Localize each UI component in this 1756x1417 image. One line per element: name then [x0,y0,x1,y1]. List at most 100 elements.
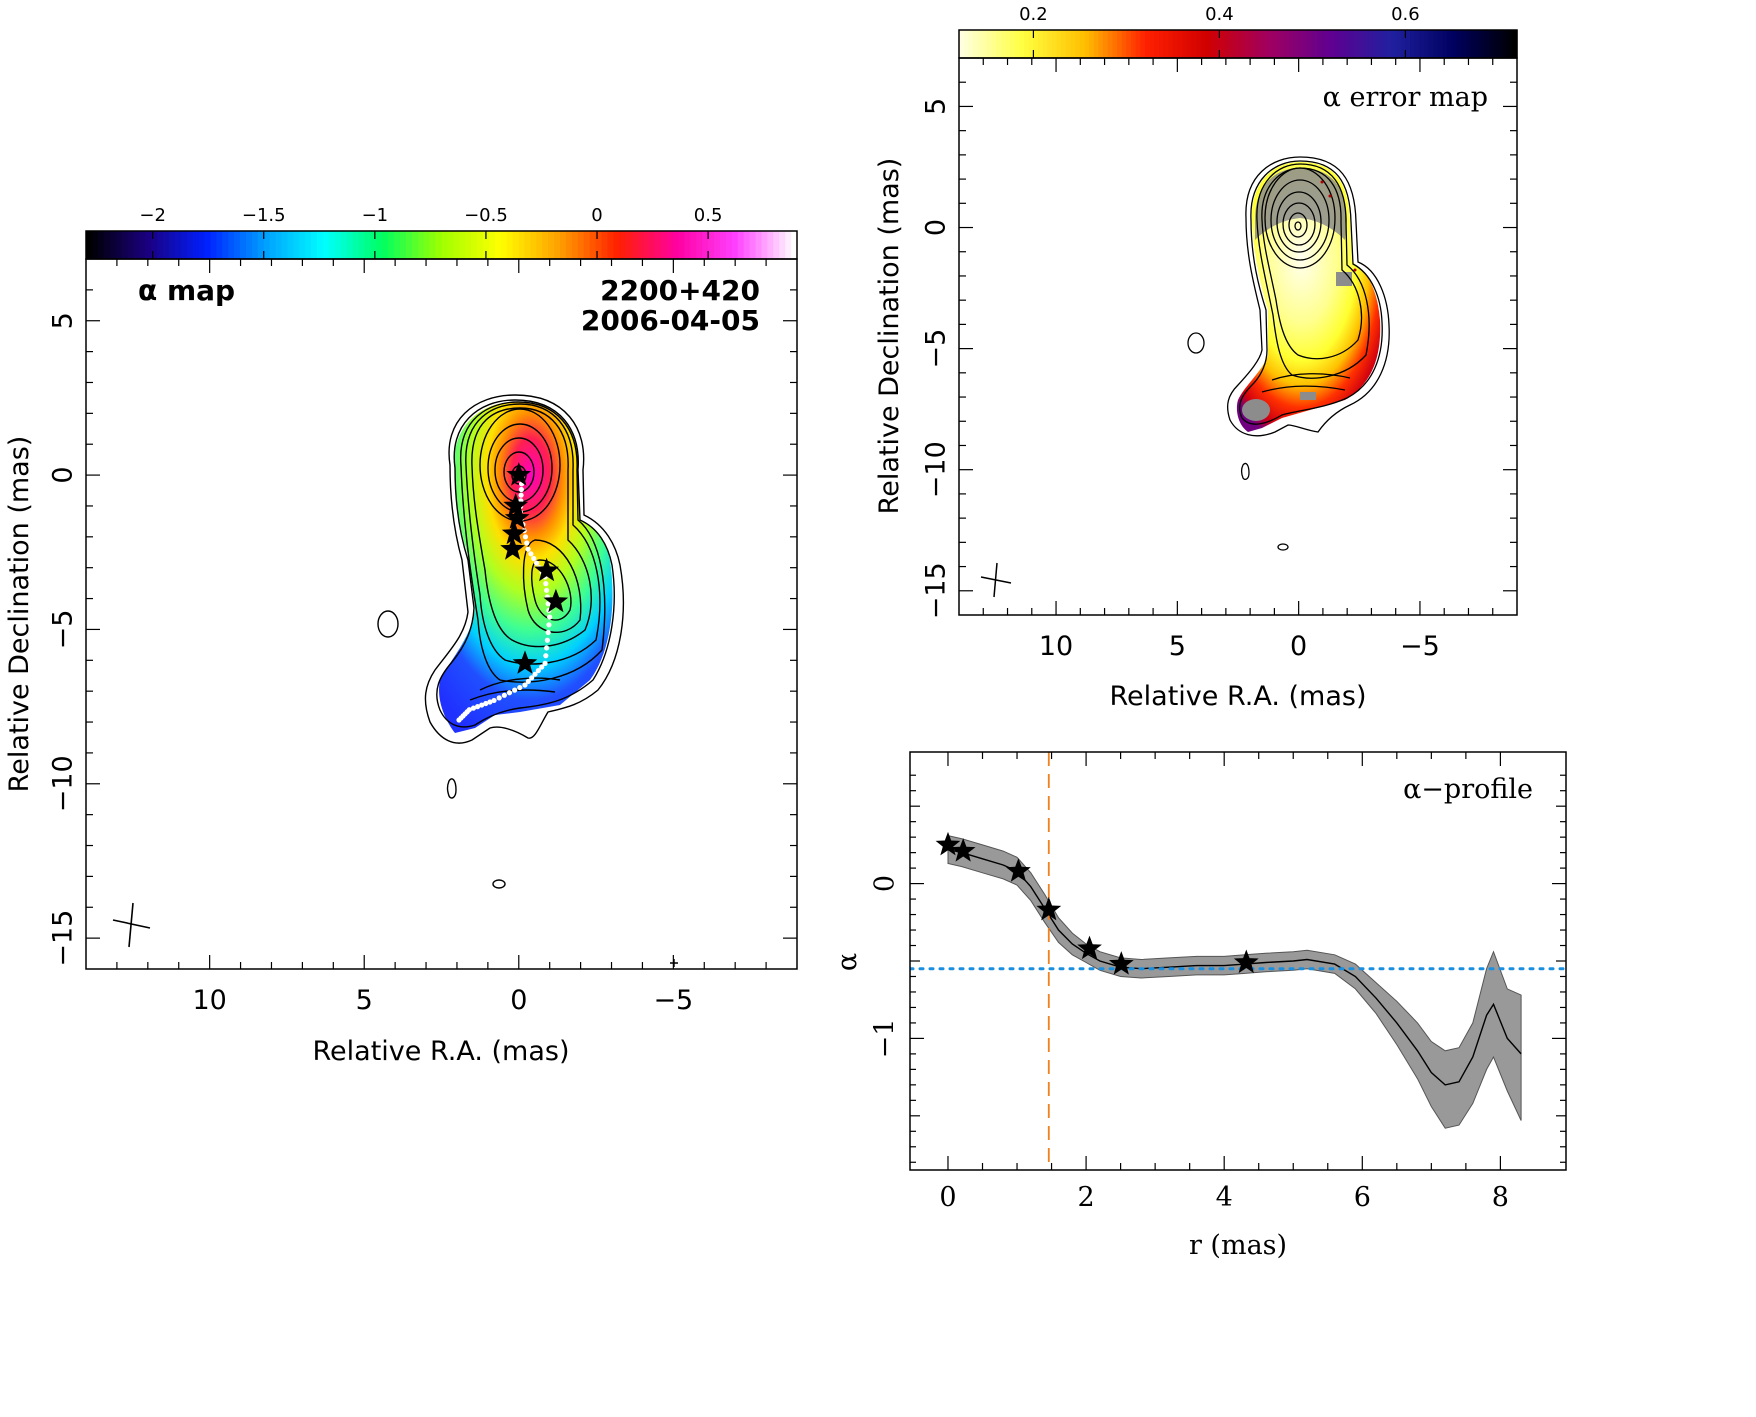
alpha-map-ylabel: Relative Declination (mas) [4,436,35,793]
colorbar-tick-label: 0.4 [1205,4,1234,25]
colorbar-cell [168,231,176,259]
colorbar-cell [334,231,342,259]
colorbar-cell [1447,30,1453,58]
colorbar-cell [1461,30,1467,58]
colorbar-cell [435,231,443,259]
colorbar-cell [1182,30,1188,58]
y-tick-label: −15 [920,562,951,619]
x-tick-label: 0 [1290,631,1307,662]
x-tick-label: 8 [1492,1182,1509,1213]
colorbar-cell [654,231,662,259]
ridge-dot [545,601,551,607]
ridge-dot [544,637,550,643]
ridge-dot [543,653,549,659]
colorbar-cell [991,30,997,58]
colorbar-cell [115,231,123,259]
colorbar-cell [1349,30,1355,58]
alpha-map-title: α map [138,274,235,307]
colorbar-cell [565,231,573,259]
colorbar-cell [1242,30,1248,58]
colorbar-tick-label: −0.5 [464,205,508,226]
colorbar-cell [1410,30,1416,58]
colorbar-cell [1270,30,1276,58]
alpha-map-stars [500,462,569,674]
colorbar-cell [423,231,431,259]
ridge-dot [525,678,531,684]
colorbar-cell [1126,30,1132,58]
colorbar-cell [1177,30,1183,58]
colorbar-cell [1321,30,1327,58]
colorbar-cell [1331,30,1337,58]
colorbar-cell [714,231,721,259]
colorbar-cell [465,231,472,259]
colorbar-cell [1224,30,1230,58]
colorbar-cell [1228,30,1234,58]
colorbar-cell [328,231,336,259]
colorbar-cell [86,231,93,259]
ridge-dot [456,717,462,723]
colorbar-cell [1437,30,1444,58]
colorbar-cell [963,30,969,58]
y-tick-label: −5 [47,610,78,650]
colorbar-cell [1382,30,1388,58]
colorbar-cell [364,231,371,259]
colorbar-cell [1131,30,1137,58]
colorbar-cell [127,231,134,259]
colorbar-cell [1275,30,1281,58]
colorbar-cell [287,231,294,259]
colorbar-cell [583,231,591,259]
colorbar-cell [1238,30,1244,58]
ridge-dot [525,546,531,552]
colorbar-cell [986,30,993,58]
x-tick-label: 0 [939,1182,956,1213]
colorbar-cell [1107,30,1114,58]
colorbar-cell [163,231,170,259]
colorbar-cell [791,231,798,259]
colorbar-cell [1344,30,1351,58]
colorbar-cell [305,231,312,259]
profile-reference-lines [910,752,1566,1170]
colorbar-cell [1368,30,1374,58]
colorbar-cell [696,231,703,259]
colorbar-cell [1000,30,1007,58]
ridge-star [543,588,569,613]
colorbar-cell [1451,30,1458,58]
profile-ylabel: α [832,953,863,971]
ridge-star [504,505,530,529]
colorbar-cell [785,231,792,259]
colorbar-cell [471,231,478,259]
colorbar-cell [1512,30,1518,58]
colorbar-cell [1135,30,1141,58]
colorbar-cell [204,231,212,259]
colorbar-cell [702,231,709,259]
ridge-dot [518,492,524,498]
colorbar-cell [210,231,217,259]
colorbar-cell [684,231,691,259]
x-tick-label: 4 [1216,1182,1233,1213]
colorbar-cell [1014,30,1021,58]
colorbar-cell [1168,30,1174,58]
ridge-dot [522,682,528,688]
colorbar-cell [388,231,395,259]
colorbar-cell [666,231,674,259]
colorbar-cell [530,231,537,259]
profile-star [1077,935,1102,960]
alpha-map-date: 2006-04-05 [581,304,760,337]
y-tick-label: −15 [47,910,78,967]
y-tick-label: 0 [869,875,900,892]
colorbar-cell [1158,30,1165,58]
profile-star [1233,949,1259,974]
colorbar-cell [1372,30,1379,58]
colorbar-cell [340,231,348,259]
ridge-dot [535,667,541,674]
colorbar-cell [619,231,626,259]
colorbar-cell [1163,30,1169,58]
y-tick-label: 0 [47,466,78,483]
colorbar-cell [358,231,366,259]
colorbar-cell [429,231,437,259]
error-colorbar-ticks: 0.2 0.4 0.6 [1019,4,1420,58]
colorbar-cell [1400,30,1406,58]
colorbar-cell [1047,30,1053,58]
colorbar-cell [500,231,508,259]
ridge-dot [531,555,537,562]
